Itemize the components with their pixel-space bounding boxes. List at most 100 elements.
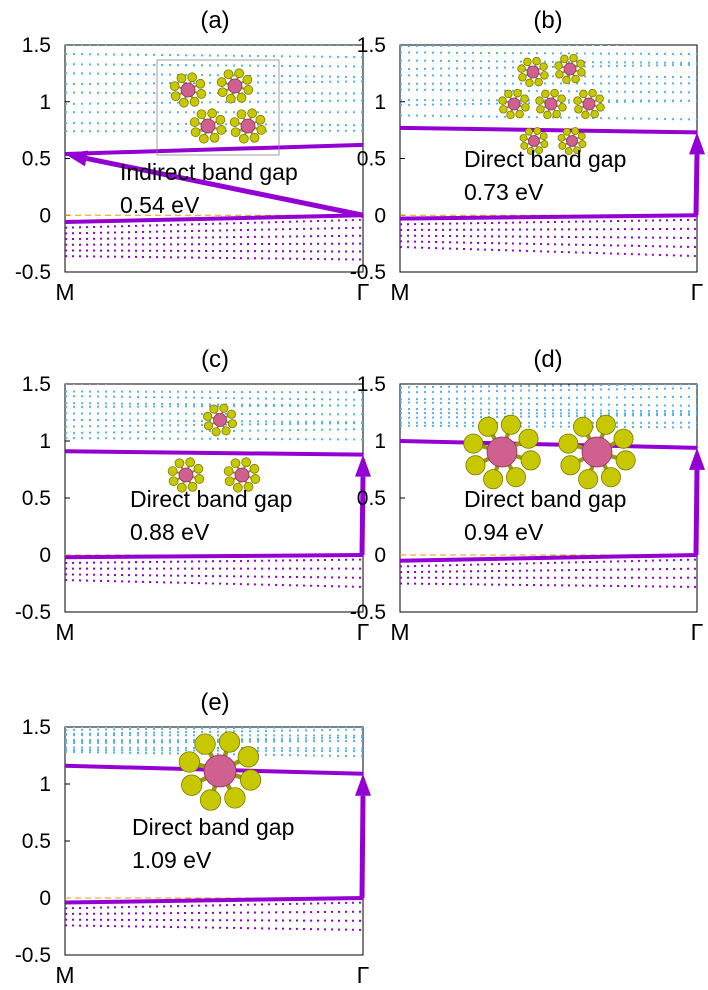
valence-band — [65, 579, 363, 588]
y-tick-label: 0 — [374, 204, 386, 227]
valence-band — [65, 249, 363, 253]
x-tick-label: M — [55, 962, 74, 988]
panel-1: (a) 1.5 1 0.5 0 -0.5M Γ Indirect band gap 0.54 e… — [15, 7, 370, 305]
y-tick-label: 1 — [374, 91, 386, 114]
conduction-band — [65, 52, 363, 59]
y-tick-label: 0.5 — [357, 487, 386, 510]
plot-area — [65, 384, 363, 588]
band-gap-value: 1.09 eV — [132, 847, 212, 873]
conduction-band — [65, 402, 363, 407]
cluster-icon — [517, 56, 549, 88]
conduction-band — [400, 401, 697, 407]
plot-area — [400, 45, 697, 258]
conduction-band — [400, 384, 436, 385]
cluster-icon — [557, 127, 587, 155]
conduction-band — [65, 390, 363, 394]
cluster-icon — [167, 457, 205, 493]
valence-band — [65, 901, 363, 910]
gap-arrow-head — [65, 150, 89, 167]
valence-band — [400, 227, 697, 232]
conduction-band — [65, 121, 363, 127]
conduction-band — [400, 45, 662, 48]
cluster-icon — [203, 403, 237, 437]
plot-area — [65, 45, 363, 261]
band-gap-value: 0.94 eV — [464, 519, 544, 545]
y-tick-label: 0.5 — [22, 830, 51, 853]
band-gap-type: Direct band gap — [130, 486, 292, 512]
y-tick-label: 1.5 — [22, 373, 51, 396]
conduction-band — [400, 114, 697, 121]
panel-label: (d) — [533, 346, 562, 373]
conduction-band — [65, 422, 363, 428]
valence-band — [65, 234, 363, 241]
band-edge-conduction_band_minimum — [400, 439, 697, 450]
cluster-icon — [519, 127, 549, 155]
band-gap-type: Direct band gap — [132, 814, 294, 840]
x-tick-label: M — [55, 279, 74, 305]
cluster-icon — [216, 68, 254, 104]
cluster-icon — [463, 414, 541, 490]
conduction-band — [65, 746, 363, 750]
panel-5: (e) 1.5 1 0.5 0 -0.5M Γ Direct band gap 1.09 eV — [15, 689, 371, 988]
conduction-band — [65, 418, 363, 424]
conduction-band — [65, 437, 363, 441]
conduction-band — [65, 738, 363, 743]
valence-band — [400, 240, 697, 249]
conduction-band — [400, 413, 697, 419]
valence-band — [65, 918, 363, 922]
conduction-band — [65, 750, 363, 758]
cluster-icon — [535, 88, 567, 120]
band-edge-valence_band_maximum — [400, 213, 697, 221]
conduction-band — [65, 129, 363, 133]
gap-arrow — [359, 476, 366, 556]
conduction-band — [400, 99, 697, 102]
conduction-band — [400, 424, 697, 429]
valence-band — [65, 255, 363, 261]
valence-band — [400, 234, 697, 239]
conduction-band — [65, 99, 363, 105]
panel-label: (c) — [201, 346, 229, 373]
panel-label: (e) — [200, 689, 229, 716]
conduction-band — [400, 51, 697, 56]
gap-arrow — [693, 154, 700, 216]
band-edge-valence_band_maximum — [400, 553, 697, 563]
panel-label: (a) — [200, 7, 229, 34]
cluster-icon — [498, 88, 530, 120]
conduction-band — [65, 384, 150, 385]
y-tick-label: 0.5 — [22, 487, 51, 510]
band-gap-value: 0.88 eV — [130, 519, 210, 545]
valence-band — [65, 910, 363, 915]
conduction-band — [65, 80, 363, 86]
y-tick-label: 0 — [39, 204, 51, 227]
conduction-band — [65, 412, 363, 416]
conduction-band — [65, 395, 363, 401]
x-tick-label: M — [55, 619, 74, 645]
band-gap-type: Indirect band gap — [120, 159, 298, 185]
y-tick-label: -0.5 — [15, 601, 51, 624]
inset-cell-box — [156, 59, 280, 156]
valence-band — [65, 573, 363, 579]
valence-band — [400, 558, 697, 568]
gap-arrow-head — [355, 454, 371, 477]
valence-band — [65, 558, 363, 564]
x-tick-label: Γ — [691, 619, 704, 645]
y-tick-label: -0.5 — [15, 944, 51, 967]
cluster-icon — [554, 53, 586, 85]
gap-arrow-head — [689, 447, 705, 470]
cluster-icon — [189, 108, 227, 144]
y-tick-label: 1.5 — [22, 34, 51, 57]
y-tick-label: -0.5 — [350, 261, 386, 284]
gap-arrow — [693, 469, 700, 556]
valence-band — [65, 242, 363, 246]
x-tick-label: M — [390, 619, 409, 645]
conduction-band — [400, 74, 697, 79]
conduction-band — [65, 728, 363, 735]
band-edge-valence_band_maximum — [65, 213, 363, 225]
valence-band — [400, 582, 697, 588]
cluster-icon — [558, 414, 636, 490]
conduction-band — [65, 91, 363, 95]
valence-band — [65, 218, 363, 229]
conduction-band — [400, 99, 697, 107]
